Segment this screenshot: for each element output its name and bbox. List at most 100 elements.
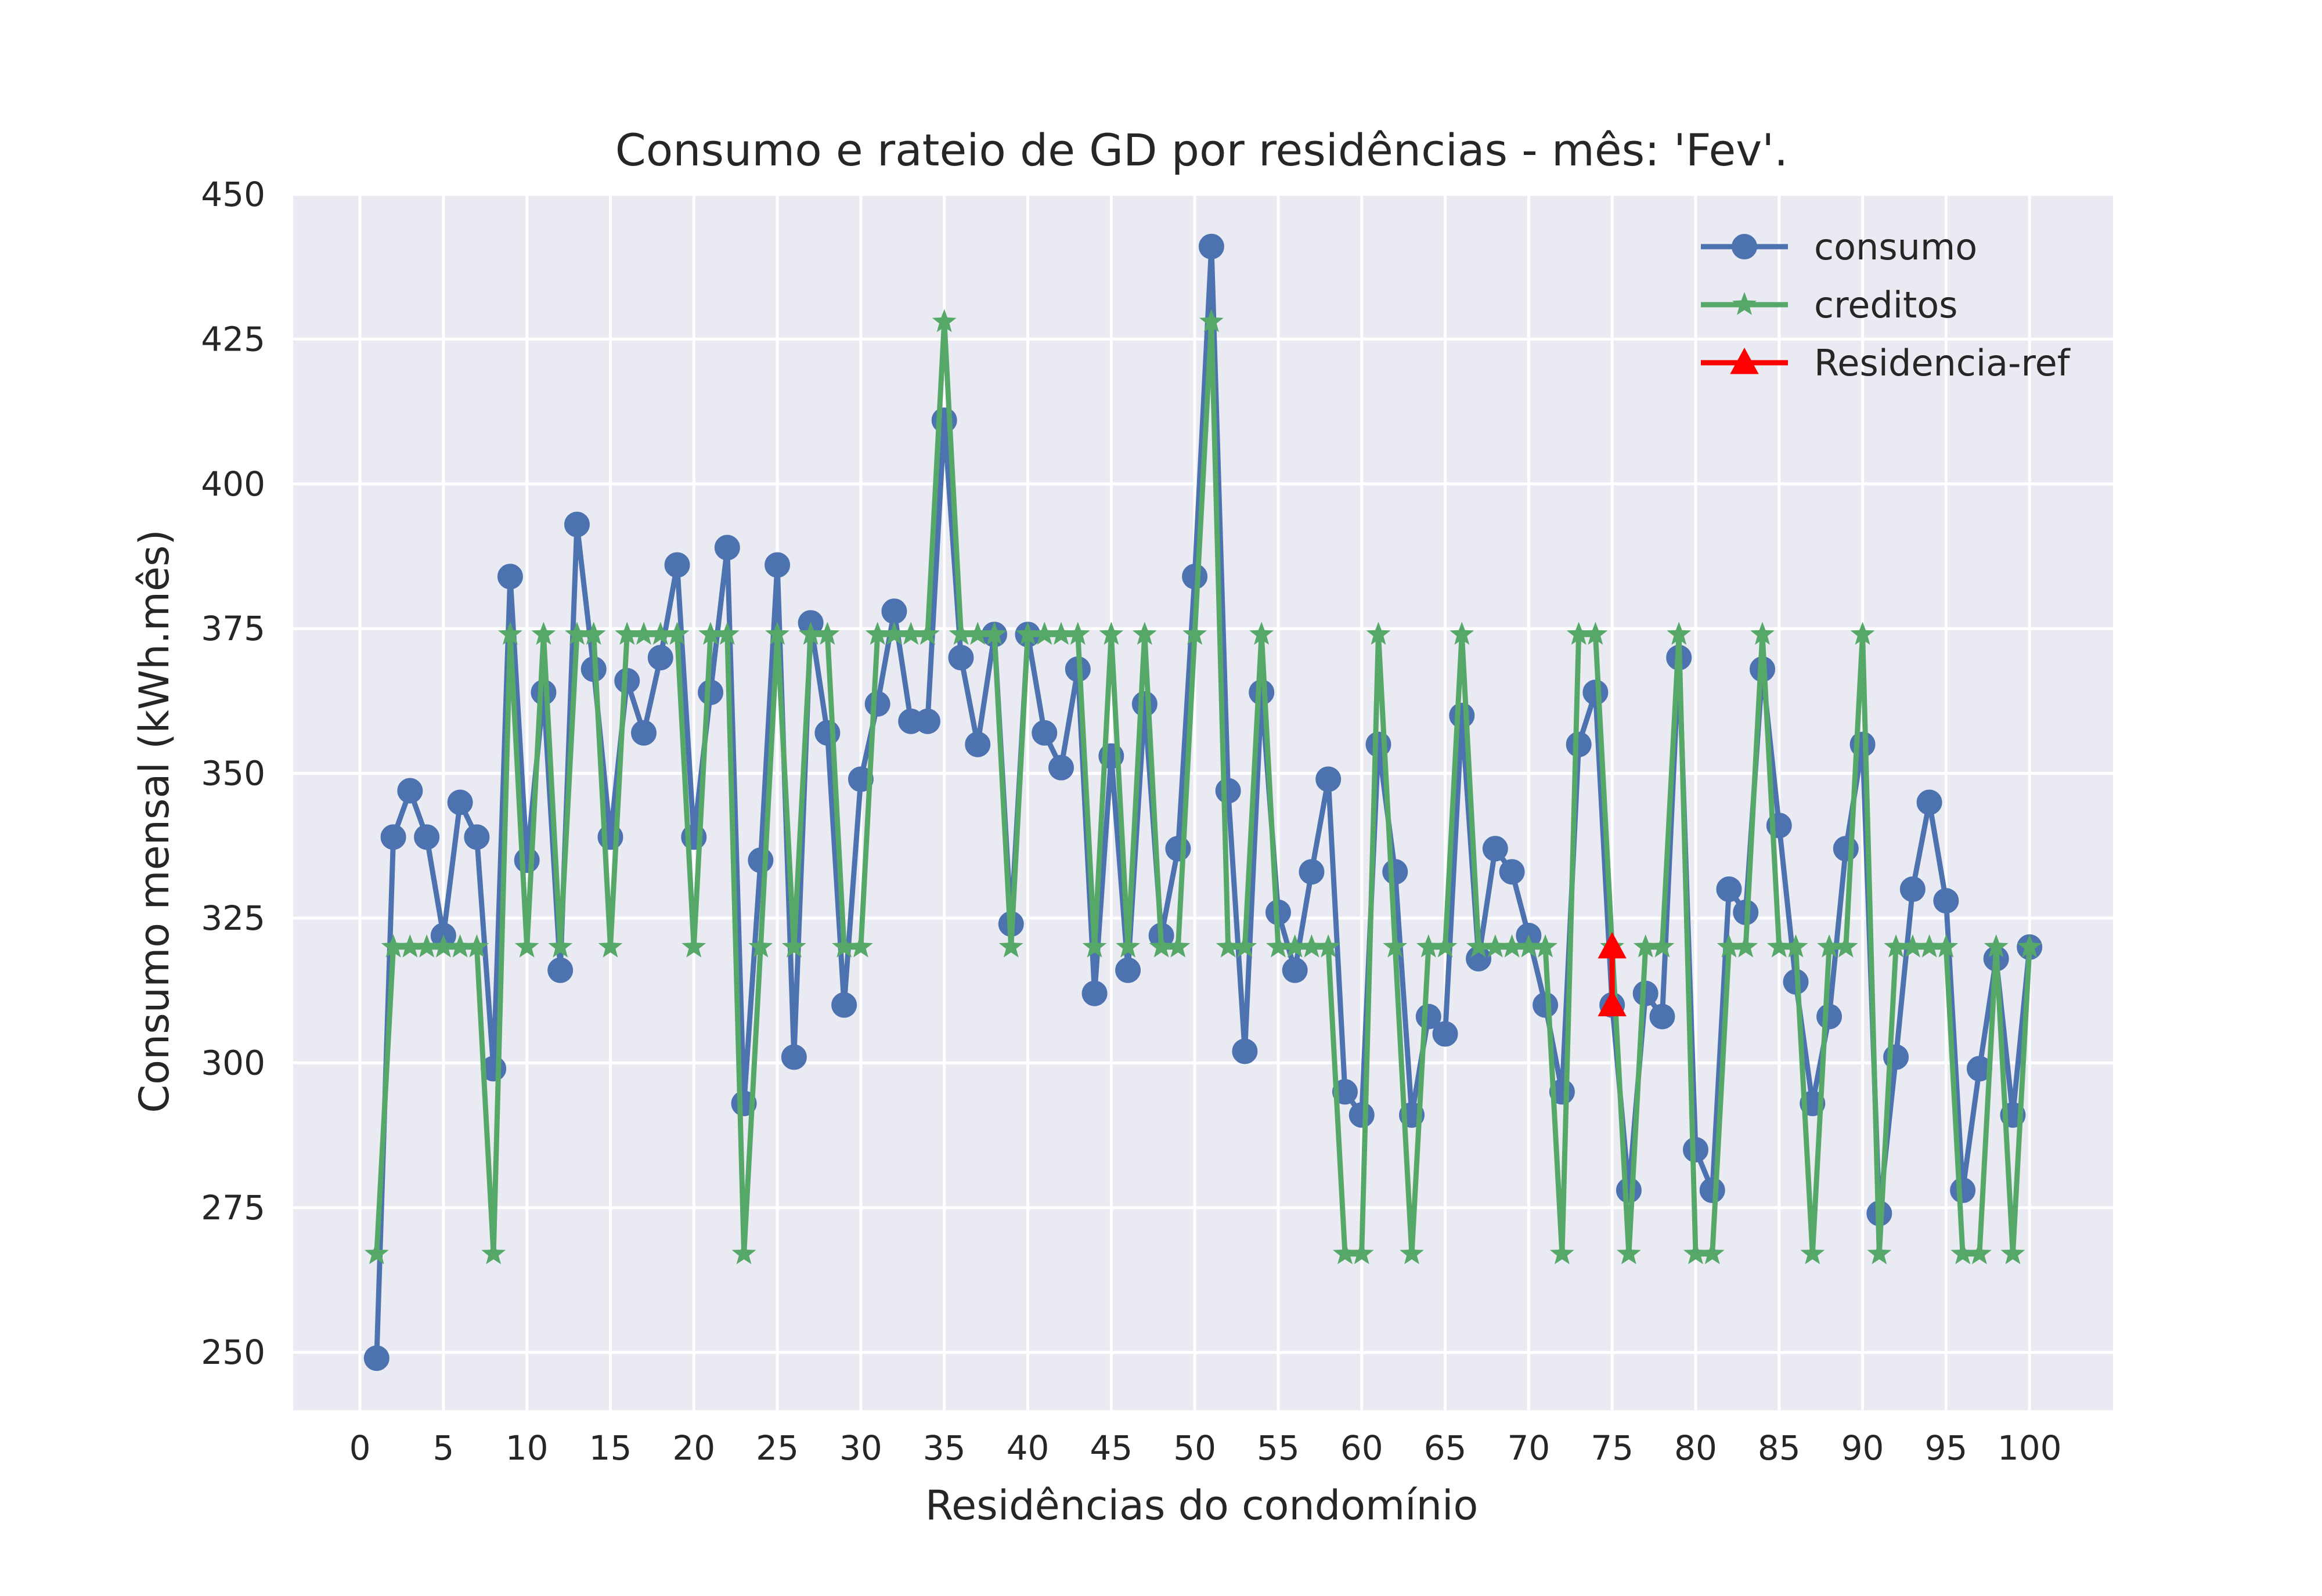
data-point-consumo — [1315, 766, 1342, 792]
data-point-creditos — [1733, 934, 1758, 958]
series-residencia-ref — [1598, 931, 1627, 1017]
data-point-creditos — [865, 622, 890, 645]
data-point-consumo — [1032, 720, 1058, 746]
data-point-creditos — [1566, 622, 1591, 645]
data-point-consumo — [714, 535, 740, 561]
data-point-creditos — [632, 622, 656, 645]
data-point-creditos — [1383, 934, 1408, 958]
data-point-creditos — [1049, 622, 1073, 645]
data-point-creditos — [1099, 622, 1124, 645]
data-point-creditos — [849, 934, 873, 958]
data-point-consumo — [814, 720, 841, 746]
data-point-consumo — [1349, 1102, 1375, 1128]
data-point-creditos — [1783, 934, 1808, 958]
legend-marker — [1732, 234, 1757, 259]
data-point-creditos — [615, 622, 640, 645]
x-tick-label: 25 — [756, 1428, 799, 1468]
data-point-creditos — [1917, 934, 1942, 958]
data-point-consumo — [1232, 1038, 1258, 1064]
data-point-creditos — [899, 622, 924, 645]
x-tick-label: 15 — [589, 1428, 632, 1468]
y-tick-label: 250 — [201, 1333, 265, 1372]
data-point-creditos — [464, 934, 489, 958]
data-point-consumo — [1533, 992, 1559, 1018]
data-point-consumo — [647, 645, 673, 671]
data-point-creditos — [514, 934, 539, 958]
data-point-consumo — [831, 992, 857, 1018]
y-tick-label: 275 — [201, 1188, 265, 1227]
data-point-creditos — [715, 622, 740, 645]
data-point-creditos — [832, 934, 857, 958]
data-point-creditos — [882, 622, 907, 645]
data-point-consumo — [1649, 1003, 1675, 1030]
data-point-creditos — [682, 934, 706, 958]
data-point-creditos — [1299, 934, 1324, 958]
data-point-creditos — [2000, 1241, 2025, 1265]
data-point-consumo — [1833, 836, 1859, 862]
data-point-consumo — [781, 1044, 807, 1070]
data-point-consumo — [1182, 564, 1208, 590]
data-point-creditos — [381, 934, 406, 958]
data-point-creditos — [1617, 1241, 1641, 1265]
data-point-creditos — [531, 622, 556, 645]
x-tick-label: 30 — [839, 1428, 882, 1468]
series-creditos — [364, 309, 2042, 1265]
x-tick-label: 75 — [1591, 1428, 1634, 1468]
data-point-creditos — [1800, 1241, 1825, 1265]
legend-entry-creditos: creditos — [1701, 284, 1958, 326]
data-point-consumo — [1449, 702, 1475, 728]
legend-label: consumo — [1814, 226, 1977, 268]
x-axis-title: Residências do condomínio — [925, 1482, 1479, 1529]
data-point-creditos — [1499, 934, 1524, 958]
x-tick-label: 70 — [1507, 1428, 1550, 1468]
data-point-consumo — [1499, 859, 1525, 885]
y-tick-label: 450 — [201, 175, 265, 214]
data-point-creditos — [581, 622, 606, 645]
data-point-creditos — [1232, 934, 1257, 958]
data-point-creditos — [1182, 622, 1207, 645]
legend-entry-residencia-ref: Residencia-ref — [1701, 342, 2071, 384]
data-point-creditos — [1950, 1241, 1975, 1265]
data-point-creditos — [915, 622, 940, 645]
legend-entry-consumo: consumo — [1701, 226, 1977, 268]
data-point-creditos — [1116, 934, 1140, 958]
data-point-creditos — [598, 934, 623, 958]
x-axis-ticks: 0 5 10 15 20 25 30 35 40 45 50 55 60 65 70 75 80 85 90 95 10… — [349, 1428, 2062, 1468]
series-line-creditos — [374, 319, 2032, 1257]
data-point-consumo — [564, 511, 590, 537]
data-point-residencia-ref — [1598, 931, 1627, 959]
data-point-creditos — [1282, 934, 1307, 958]
x-tick-label: 60 — [1340, 1428, 1383, 1468]
y-tick-label: 300 — [201, 1043, 265, 1082]
data-point-consumo — [914, 708, 940, 734]
x-tick-label: 40 — [1007, 1428, 1050, 1468]
data-point-creditos — [398, 934, 423, 958]
x-tick-label: 50 — [1173, 1428, 1216, 1468]
data-point-creditos — [1683, 1241, 1708, 1265]
data-point-consumo — [1299, 859, 1325, 885]
data-point-consumo — [1716, 876, 1742, 902]
data-point-creditos — [1583, 622, 1608, 645]
data-point-consumo — [497, 564, 523, 590]
data-point-creditos — [1032, 622, 1057, 645]
data-point-consumo — [1699, 1177, 1725, 1203]
y-axis-ticks: 250 275 300 325 350 375 400 425 450 — [201, 175, 265, 1372]
data-point-consumo — [1048, 754, 1075, 781]
data-point-consumo — [748, 847, 774, 873]
data-point-creditos — [765, 622, 789, 645]
x-tick-label: 45 — [1090, 1428, 1133, 1468]
x-tick-label: 35 — [923, 1428, 966, 1468]
data-point-creditos — [748, 934, 773, 958]
data-point-consumo — [1933, 888, 1959, 914]
data-point-creditos — [665, 622, 690, 645]
data-point-consumo — [397, 778, 423, 804]
x-tick-label: 20 — [672, 1428, 715, 1468]
data-point-creditos — [698, 622, 723, 645]
x-tick-label: 100 — [1998, 1428, 2062, 1468]
data-point-creditos — [1717, 934, 1742, 958]
x-tick-label: 55 — [1257, 1428, 1300, 1468]
data-point-consumo — [1165, 836, 1191, 862]
data-point-creditos — [949, 622, 973, 645]
data-point-creditos — [982, 622, 1007, 645]
